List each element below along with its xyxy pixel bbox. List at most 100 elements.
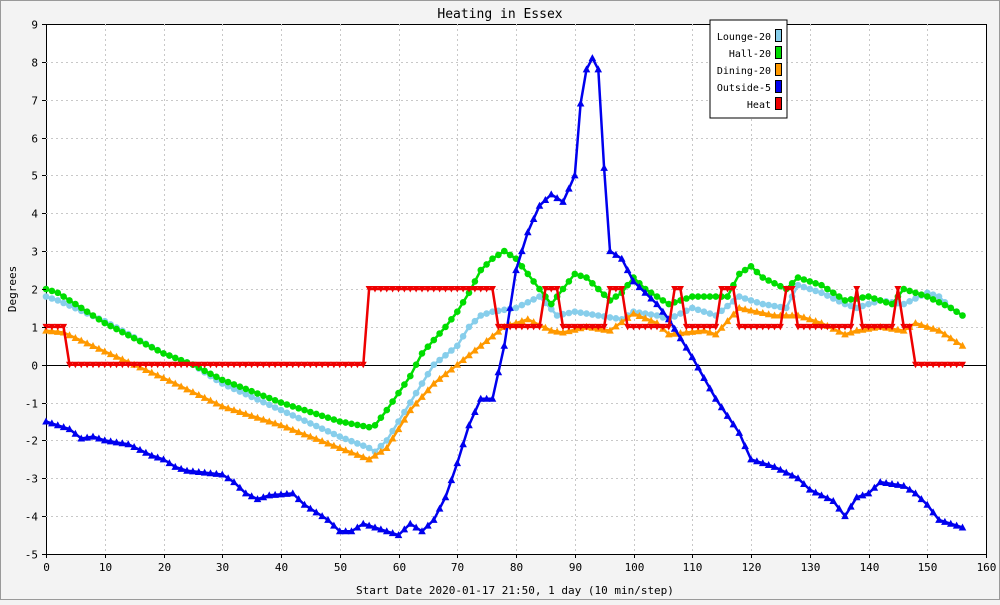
data-point (347, 448, 356, 456)
data-point (536, 323, 543, 331)
x-tick-label: 80 (510, 561, 523, 574)
data-point (548, 305, 555, 313)
data-point (694, 306, 702, 314)
data-point (389, 427, 396, 435)
data-point (465, 286, 473, 293)
data-point (548, 300, 555, 308)
data-point (677, 286, 684, 293)
data-point (247, 492, 256, 500)
data-point (876, 323, 884, 331)
data-point (882, 323, 890, 331)
data-point (958, 523, 967, 531)
data-point (553, 194, 561, 202)
data-point (805, 315, 814, 323)
data-point (389, 286, 397, 293)
data-point (818, 281, 825, 289)
data-point (647, 289, 655, 297)
data-point (207, 370, 214, 378)
data-point (689, 293, 696, 300)
data-point (48, 295, 56, 302)
x-tick-label: 70 (451, 561, 464, 574)
data-point (465, 421, 473, 429)
data-point (676, 334, 685, 342)
data-point (518, 323, 526, 331)
data-point (301, 417, 308, 425)
data-point (595, 312, 602, 319)
data-point (283, 489, 291, 497)
data-point (42, 293, 50, 300)
data-point (753, 299, 761, 306)
data-point (283, 423, 291, 431)
data-point (66, 297, 73, 304)
data-point (777, 282, 784, 290)
data-point (653, 300, 661, 308)
data-point (288, 489, 297, 497)
data-point (583, 323, 590, 331)
data-point (195, 361, 203, 369)
data-point (130, 361, 138, 369)
data-point (371, 422, 379, 429)
data-point (336, 433, 344, 440)
data-point (48, 323, 56, 331)
data-point (512, 266, 520, 274)
data-point (365, 444, 373, 452)
data-point (812, 287, 819, 295)
legend-label-heat: Heat (747, 100, 771, 111)
data-point (259, 415, 268, 423)
data-point (800, 313, 808, 321)
data-point (148, 344, 156, 351)
data-point (758, 308, 767, 316)
data-point (724, 286, 731, 293)
data-point (529, 214, 538, 222)
data-point (711, 330, 720, 338)
data-point (430, 336, 438, 344)
x-axis-label: Start Date 2020-01-17 21:50, 1 day (10 m… (356, 584, 674, 597)
data-point (501, 306, 508, 314)
data-point (459, 299, 467, 306)
data-point (212, 361, 220, 369)
y-tick-label: 7 (31, 95, 38, 108)
data-point (189, 467, 197, 475)
data-point (712, 293, 720, 300)
data-point (48, 419, 56, 427)
data-point (571, 270, 579, 278)
data-point (441, 493, 450, 501)
data-point (113, 361, 120, 369)
data-point (342, 435, 349, 443)
data-point (383, 406, 391, 414)
data-point (671, 313, 678, 320)
data-point (471, 346, 479, 354)
data-point (688, 327, 697, 335)
y-tick-label: 2 (31, 284, 38, 297)
data-point (718, 307, 725, 315)
data-point (788, 286, 796, 293)
data-point (559, 328, 567, 336)
data-point (254, 390, 261, 397)
data-point (495, 251, 502, 259)
data-point (53, 421, 62, 429)
legend-label-lounge-20: Lounge-20 (717, 32, 771, 43)
data-point (805, 485, 814, 493)
x-tick-label: 10 (99, 561, 112, 574)
data-point (941, 301, 949, 309)
data-point (694, 327, 702, 335)
data-point (630, 323, 637, 331)
data-point (53, 327, 62, 335)
data-point (459, 355, 467, 363)
data-point (335, 527, 344, 535)
data-point (412, 361, 420, 369)
data-point (371, 451, 379, 459)
data-point (454, 308, 461, 316)
data-point (83, 361, 91, 369)
data-point (418, 380, 426, 387)
data-point (647, 311, 655, 318)
data-point (571, 308, 579, 316)
data-point (600, 163, 608, 171)
data-point (313, 410, 320, 418)
data-point (95, 344, 103, 352)
data-point (559, 197, 567, 205)
data-point (747, 297, 755, 304)
data-point (142, 448, 150, 456)
data-point (400, 415, 409, 423)
data-point (612, 315, 620, 322)
